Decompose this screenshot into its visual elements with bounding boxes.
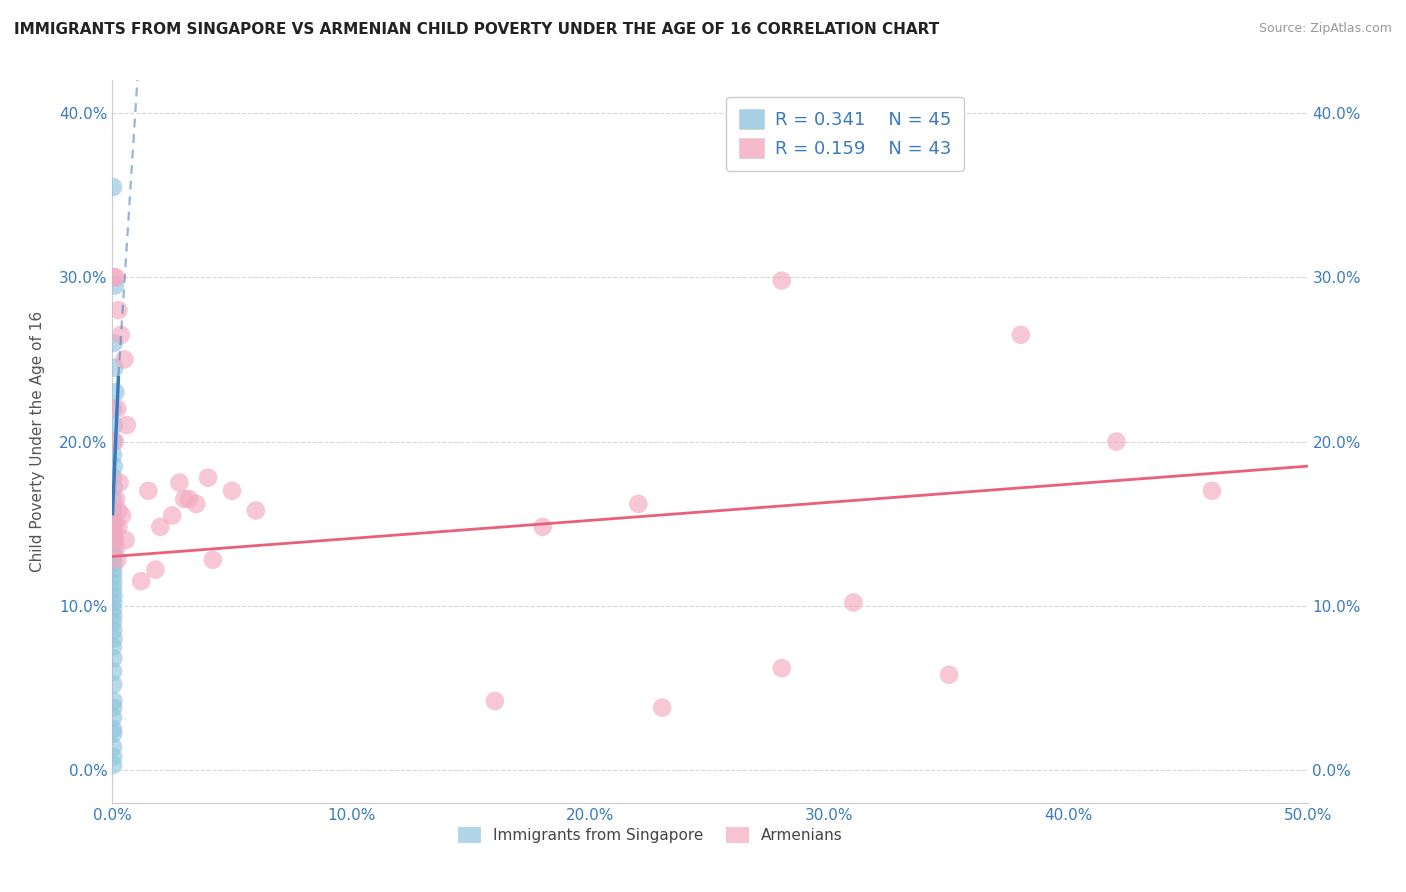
Point [101,569,124,583]
Point [101,180,124,194]
Point [103,434,125,449]
Point [103,608,125,623]
Point [145,563,167,577]
Point [103,632,125,646]
Point [101,582,124,597]
Point [770,274,793,288]
Point [842,595,865,609]
Point [1201,483,1223,498]
Point [103,360,125,375]
Point [101,549,124,564]
Point [103,470,125,484]
Point [173,491,195,506]
Point [103,530,125,544]
Point [101,536,124,550]
Point [103,727,125,741]
Legend: Immigrants from Singapore, Armenians: Immigrants from Singapore, Armenians [451,822,849,849]
Point [177,491,200,506]
Point [129,574,152,588]
Point [186,497,208,511]
Point [484,694,506,708]
Point [104,434,127,449]
Point [103,481,125,495]
Point [197,470,219,484]
Point [105,541,128,556]
Point [531,520,554,534]
Point [245,503,267,517]
Point [103,700,125,714]
Point [103,508,125,523]
Point [103,418,125,433]
Point [103,563,125,577]
Point [114,352,135,367]
Point [103,542,125,557]
Point [111,508,134,523]
Point [627,497,650,511]
Point [107,303,129,318]
Point [169,475,191,490]
Point [114,533,136,547]
Point [104,533,127,547]
Point [105,270,128,285]
Point [101,722,124,736]
Point [162,508,183,523]
Point [103,694,125,708]
Point [115,418,138,433]
Point [103,575,125,590]
Point [103,677,125,691]
Point [103,749,125,764]
Point [105,491,128,506]
Point [110,327,132,342]
Point [770,661,793,675]
Point [221,483,243,498]
Point [103,624,125,638]
Point [103,401,125,416]
Point [138,483,160,498]
Point [103,336,125,351]
Point [103,651,125,665]
Point [108,475,131,490]
Text: IMMIGRANTS FROM SINGAPORE VS ARMENIAN CHILD POVERTY UNDER THE AGE OF 16 CORRELAT: IMMIGRANTS FROM SINGAPORE VS ARMENIAN CH… [14,22,939,37]
Point [101,491,124,506]
Point [103,556,125,570]
Y-axis label: Child Poverty Under the Age of 16: Child Poverty Under the Age of 16 [31,311,45,572]
Point [103,524,125,539]
Point [101,665,124,679]
Point [107,520,129,534]
Point [101,602,124,616]
Point [103,459,125,474]
Point [101,615,124,630]
Point [104,278,127,293]
Point [101,710,124,724]
Point [101,739,124,754]
Point [101,758,124,772]
Point [103,500,125,515]
Point [101,516,124,531]
Point [103,595,125,609]
Point [103,523,125,537]
Point [103,270,125,285]
Point [149,520,172,534]
Text: Source: ZipAtlas.com: Source: ZipAtlas.com [1258,22,1392,36]
Point [1010,327,1032,342]
Point [101,640,124,654]
Point [105,553,128,567]
Point [103,589,125,603]
Point [201,553,224,567]
Point [104,385,127,400]
Point [651,700,673,714]
Point [107,503,129,517]
Point [105,401,128,416]
Point [104,516,127,531]
Point [938,667,960,681]
Point [1105,434,1128,449]
Point [101,448,124,462]
